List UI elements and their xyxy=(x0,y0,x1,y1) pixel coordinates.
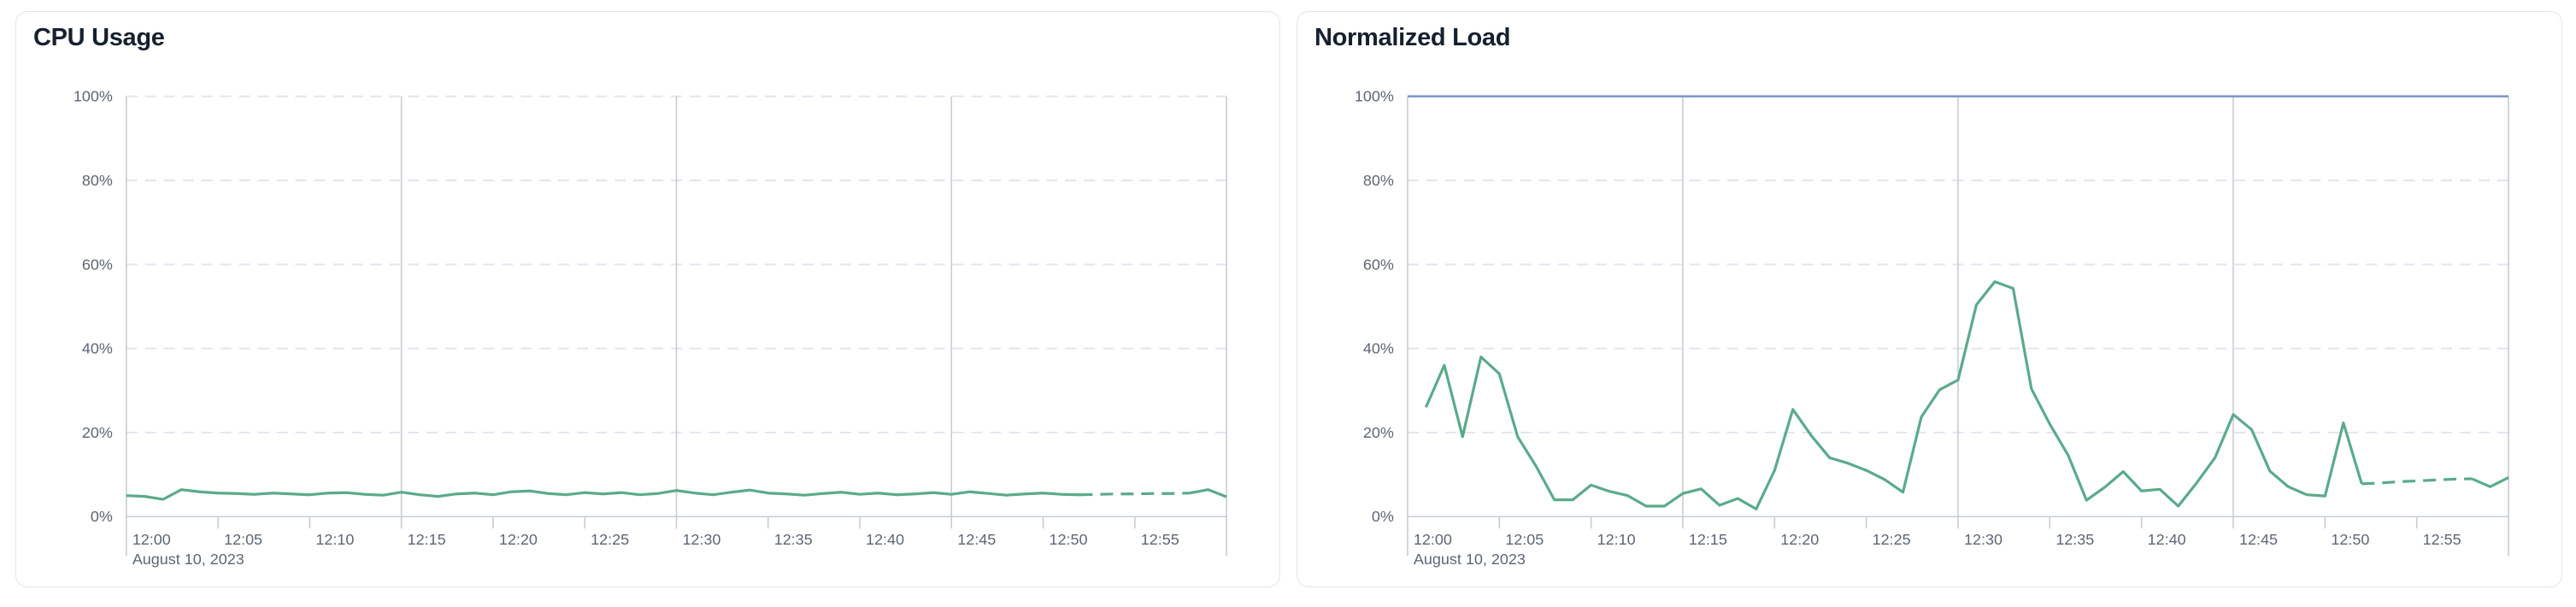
x-tick-label: 12:25 xyxy=(1873,531,1911,548)
y-tick-label: 20% xyxy=(1363,424,1394,441)
x-tick-label: 12:05 xyxy=(224,531,262,548)
normalized-load-card: Normalized Load 100% 80% 60% 40% 20% 0% 12:00 1… xyxy=(1297,11,2562,587)
chart-title: Normalized Load xyxy=(1314,24,1511,51)
y-tick-label: 40% xyxy=(82,340,113,357)
x-tick-label: 12:35 xyxy=(2056,531,2094,548)
x-tick-label: 12:00 xyxy=(1414,531,1452,548)
y-tick-label: 80% xyxy=(82,172,113,189)
y-tick-label: 20% xyxy=(82,424,113,441)
date-label: August 10, 2023 xyxy=(132,551,244,568)
x-tick-label: 12:10 xyxy=(315,531,354,548)
x-tick-label: 12:10 xyxy=(1597,531,1636,548)
x-tick-label: 12:40 xyxy=(2148,531,2186,548)
cpu-usage-chart-canvas[interactable]: 100% 80% 60% 40% 20% 0% 12:00 12:05 12:10 12:15 12… xyxy=(16,12,1279,586)
y-tick-label: 100% xyxy=(1355,88,1394,105)
x-tick-label: 12:00 xyxy=(132,531,171,548)
series-line-normalized-load xyxy=(2471,476,2509,488)
cpu-usage-card: CPU Usage 100% 80% 60% 40% 20% 0% 12:00 12:05 12… xyxy=(15,11,1280,587)
y-tick-label: 60% xyxy=(1363,256,1394,273)
y-tick-label: 0% xyxy=(1372,508,1394,525)
x-tick-label: 12:25 xyxy=(591,531,629,548)
x-tick-label: 12:55 xyxy=(2423,531,2461,548)
x-tick-label: 12:05 xyxy=(1505,531,1544,548)
x-tick-label: 12:15 xyxy=(1689,531,1727,548)
y-tick-label: 80% xyxy=(1363,172,1394,189)
x-tick-label: 12:35 xyxy=(774,531,813,548)
x-tick-label: 12:20 xyxy=(499,531,538,548)
x-tick-label: 12:50 xyxy=(2331,531,2369,548)
series-line-cpu-usage xyxy=(126,488,1080,501)
chart-title: CPU Usage xyxy=(33,24,165,51)
series-line-cpu-usage-projected xyxy=(1079,492,1191,497)
y-tick-label: 40% xyxy=(1363,340,1394,357)
date-label: August 10, 2023 xyxy=(1414,551,1526,568)
x-tick-label: 12:30 xyxy=(1964,531,2003,548)
x-tick-label: 12:45 xyxy=(2239,531,2278,548)
x-tick-label: 12:15 xyxy=(408,531,446,548)
x-tick-label: 12:45 xyxy=(957,531,996,548)
x-tick-label: 12:40 xyxy=(866,531,904,548)
x-tick-label: 12:30 xyxy=(682,531,720,548)
series-line-normalized-load xyxy=(1424,280,2363,510)
x-tick-label: 12:55 xyxy=(1141,531,1179,548)
y-tick-label: 0% xyxy=(91,508,113,525)
x-tick-label: 12:50 xyxy=(1050,531,1088,548)
y-tick-label: 60% xyxy=(82,256,113,273)
series-line-cpu-usage xyxy=(1189,488,1227,498)
y-tick-label: 100% xyxy=(74,88,113,105)
normalized-load-chart-canvas[interactable]: 100% 80% 60% 40% 20% 0% 12:00 12:05 12:10 12:15 12… xyxy=(1297,12,2561,586)
x-tick-label: 12:20 xyxy=(1780,531,1819,548)
series-line-normalized-load-projected xyxy=(2361,477,2473,486)
